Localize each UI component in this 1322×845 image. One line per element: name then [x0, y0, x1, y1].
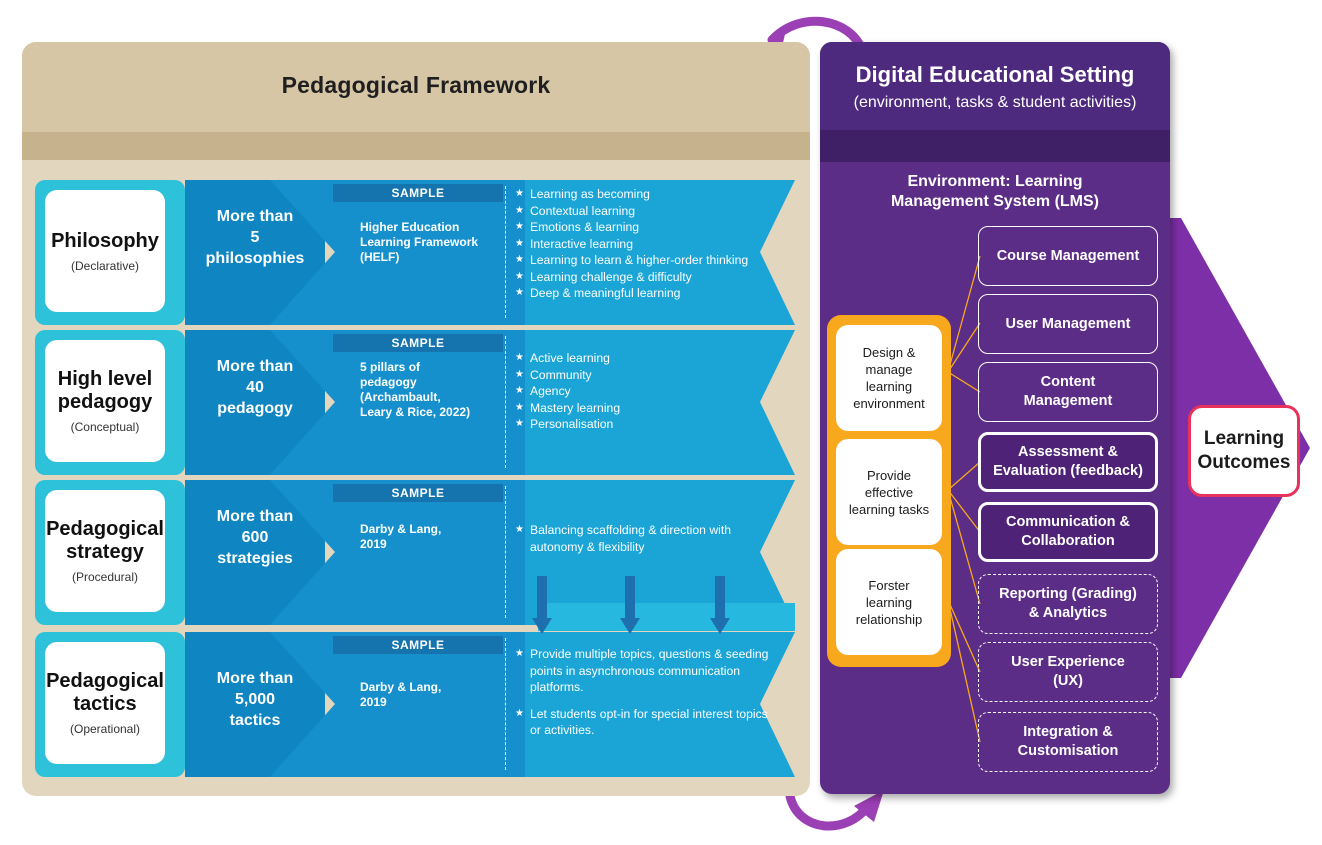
bullet-list: Learning as becoming Contextual learning… — [515, 186, 800, 302]
lms-course-management: Course Management — [978, 226, 1158, 286]
level-title: Pedagogical tactics — [46, 670, 164, 715]
task-learning-relationship: Forster learning relationship — [836, 549, 942, 655]
dashed-divider — [505, 336, 506, 468]
list-item: Learning to learn & higher-order thinkin… — [515, 252, 800, 269]
arrow-down-icon — [532, 576, 552, 636]
level-subtitle: (Declarative) — [70, 258, 139, 273]
arrow-down-icon — [710, 576, 730, 636]
list-item: Interactive learning — [515, 236, 800, 253]
lms-user-management: User Management — [978, 294, 1158, 354]
sample-text: Darby & Lang, 2019 — [360, 680, 442, 709]
bullet-list: Active learning Community Agency Mastery… — [515, 350, 800, 433]
lms-user-experience: User Experience (UX) — [978, 642, 1158, 702]
dashed-divider — [505, 638, 506, 770]
lms-communication-collaboration: Communication & Collaboration — [978, 502, 1158, 562]
level-title: High level pedagogy — [57, 368, 153, 413]
list-item: Emotions & learning — [515, 219, 800, 236]
list-item: Learning challenge & difficulty — [515, 269, 800, 286]
level-tab: Pedagogical tactics (Operational) — [35, 632, 185, 777]
learning-outcomes: Learning Outcomes — [1188, 405, 1300, 497]
level-subtitle: (Procedural) — [71, 570, 139, 584]
list-item: Provide multiple topics, questions & see… — [515, 646, 780, 696]
count-text: More than 600 strategies — [216, 508, 294, 567]
sample-label: SAMPLE — [333, 184, 503, 202]
level-subtitle: (Conceptual) — [70, 420, 140, 434]
list-item: Agency — [515, 383, 800, 400]
connector-strip — [538, 603, 795, 631]
arrow-down-icon — [620, 576, 640, 636]
level-title: Pedagogical strategy — [46, 518, 164, 563]
list-item: Mastery learning — [515, 400, 800, 417]
task-design-environment: Design & manage learning environment — [836, 325, 942, 431]
cycle-arrow-bottom-head — [854, 790, 884, 822]
level-card: High level pedagogy (Conceptual) — [45, 340, 165, 462]
pedagogical-framework-title: Pedagogical Framework — [281, 72, 551, 98]
count-text: More than 5,000 tactics — [216, 670, 294, 729]
level-tab: Pedagogical strategy (Procedural) — [35, 480, 185, 625]
cycle-arrow-bottom — [785, 791, 873, 831]
list-item: Learning as becoming — [515, 186, 800, 203]
level-title: Philosophy — [51, 229, 159, 252]
level-card: Pedagogical strategy (Procedural) — [45, 490, 165, 612]
list-item: Contextual learning — [515, 203, 800, 220]
lms-reporting-analytics: Reporting (Grading) & Analytics — [978, 574, 1158, 634]
level-card: Philosophy (Declarative) — [45, 190, 165, 312]
list-item: Deep & meaningful learning — [515, 285, 800, 302]
lms-integration-customisation: Integration & Customisation — [978, 712, 1158, 772]
setting-subtitle: (environment, tasks & student activities… — [853, 94, 1137, 111]
count-text: More than 5 philosophies — [205, 208, 305, 267]
dashed-divider — [505, 486, 506, 618]
setting-header — [820, 42, 1170, 130]
list-item: Let students opt-in for special interest… — [515, 706, 780, 739]
row-pedagogical-strategy: Pedagogical strategy (Procedural) More t… — [35, 480, 795, 625]
sample-text: 5 pillars of pedagogy (Archambault, Lear… — [360, 360, 471, 419]
level-subtitle: (Operational) — [69, 722, 141, 736]
level-tab: Philosophy (Declarative) — [35, 180, 185, 325]
task-learning-tasks: Provide effective learning tasks — [836, 439, 942, 545]
list-item: Personalisation — [515, 416, 800, 433]
level-tab: High level pedagogy (Conceptual) — [35, 330, 185, 475]
row-philosophy: Philosophy (Declarative) More than 5 phi… — [35, 180, 795, 325]
bullet-list: Balancing scaffolding & direction with a… — [515, 522, 775, 555]
sample-label: SAMPLE — [333, 334, 503, 352]
list-item: Community — [515, 367, 800, 384]
row-pedagogical-tactics: Pedagogical tactics (Operational) More t… — [35, 632, 795, 777]
lms-title: Environment: Learning Management System … — [890, 173, 1100, 210]
list-item: Active learning — [515, 350, 800, 367]
list-item: Balancing scaffolding & direction with a… — [515, 522, 775, 555]
setting-title: Digital Educational Setting — [855, 62, 1135, 87]
sample-text: Darby & Lang, 2019 — [360, 522, 442, 551]
lms-content-management: Content Management — [978, 362, 1158, 422]
level-card: Pedagogical tactics (Operational) — [45, 642, 165, 764]
setting-header-shade — [820, 130, 1170, 162]
sample-label: SAMPLE — [333, 484, 503, 502]
dashed-divider — [505, 186, 506, 318]
bullet-list: Provide multiple topics, questions & see… — [515, 646, 780, 739]
row-high-level-pedagogy: High level pedagogy (Conceptual) More th… — [35, 330, 795, 475]
count-text: More than 40 pedagogy — [216, 358, 294, 417]
sample-label: SAMPLE — [333, 636, 503, 654]
sample-text: Higher Education Learning Framework (HEL… — [360, 220, 479, 264]
pedagogical-framework-header — [22, 42, 810, 132]
header-shade — [22, 132, 810, 160]
lms-assessment-evaluation: Assessment & Evaluation (feedback) — [978, 432, 1158, 492]
